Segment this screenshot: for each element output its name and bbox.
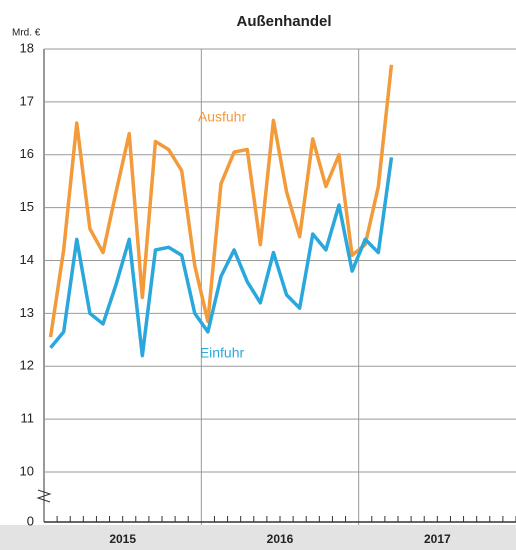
x-tick-label: 2017 bbox=[424, 532, 451, 546]
y-tick-label: 14 bbox=[20, 252, 34, 267]
series-label: Ausfuhr bbox=[198, 109, 247, 125]
series-label: Einfuhr bbox=[200, 345, 245, 361]
chart-title: Außenhandel bbox=[236, 13, 331, 30]
y-tick-label: 11 bbox=[21, 411, 35, 426]
y-tick-label: 10 bbox=[20, 463, 34, 478]
y-tick-label: 13 bbox=[20, 305, 34, 320]
x-axis-band bbox=[0, 525, 516, 550]
y-tick-label: 17 bbox=[20, 93, 34, 108]
series-line bbox=[49, 157, 394, 358]
y-tick-label: 12 bbox=[20, 358, 34, 373]
y-tick-label: 18 bbox=[20, 40, 34, 55]
x-tick-label: 2015 bbox=[109, 532, 136, 546]
y-tick-label: 15 bbox=[20, 199, 34, 214]
y-axis-label: Mrd. € bbox=[12, 28, 41, 39]
x-tick-label: 2016 bbox=[267, 532, 294, 546]
series-line bbox=[48, 64, 394, 338]
y-tick-label: 16 bbox=[20, 146, 34, 161]
y-tick-label: 0 bbox=[27, 513, 34, 528]
axis-break bbox=[36, 489, 52, 503]
